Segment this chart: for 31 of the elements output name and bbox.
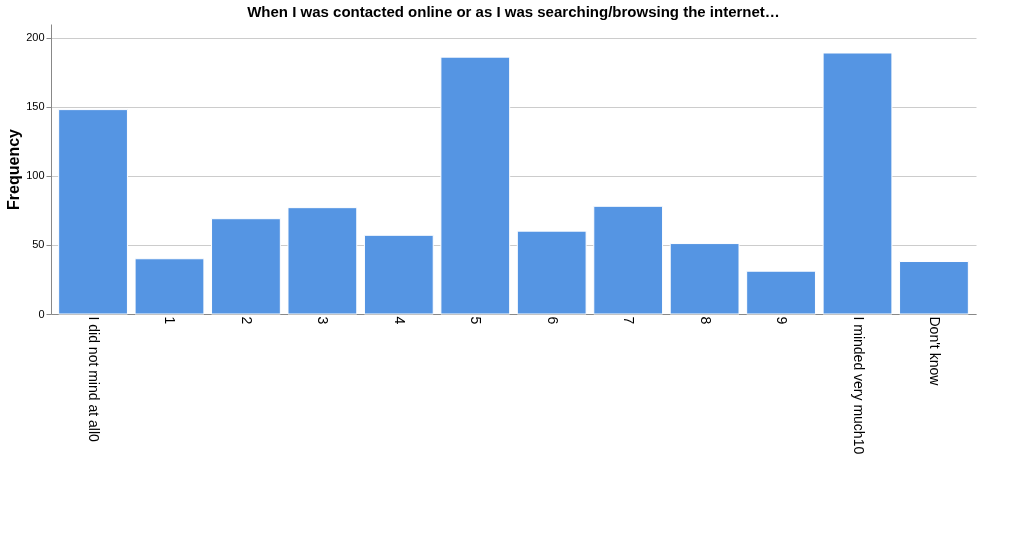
y-tick-label: 150 [26, 100, 45, 113]
x-tick-label: 6 [544, 316, 561, 325]
x-tick-label: 7 [621, 316, 638, 325]
x-tick-label: 1 [162, 316, 179, 325]
bar [899, 261, 969, 315]
bar [822, 52, 893, 315]
y-axis-title: Frequency [5, 128, 23, 210]
x-tick-label: 4 [391, 316, 408, 325]
bar [746, 270, 816, 315]
bar [669, 243, 740, 315]
x-tick-label: Don't know [926, 316, 943, 387]
bar [287, 207, 358, 315]
bar [134, 258, 205, 315]
bar [363, 234, 434, 315]
y-tick-label: 0 [38, 307, 45, 320]
y-tick-label: 100 [26, 169, 45, 182]
x-tick-label: 3 [315, 316, 332, 325]
y-tick-label: 200 [26, 31, 45, 44]
bar [516, 230, 587, 315]
y-tick-label: 50 [32, 238, 45, 251]
x-tick-label: 5 [468, 316, 485, 325]
x-tick-label: I minded very much10 [850, 316, 867, 455]
chart-title: When I was contacted online or as I was searching/browsing the internet… [247, 3, 780, 20]
x-tick-label: 8 [697, 316, 714, 325]
bar [211, 218, 281, 315]
x-tick-label: 9 [774, 316, 791, 325]
bar [58, 109, 128, 315]
bar [440, 56, 511, 315]
bar [593, 205, 664, 315]
x-tick-label: I did not mind at all0 [86, 316, 103, 443]
x-tick-label: 2 [238, 316, 255, 325]
